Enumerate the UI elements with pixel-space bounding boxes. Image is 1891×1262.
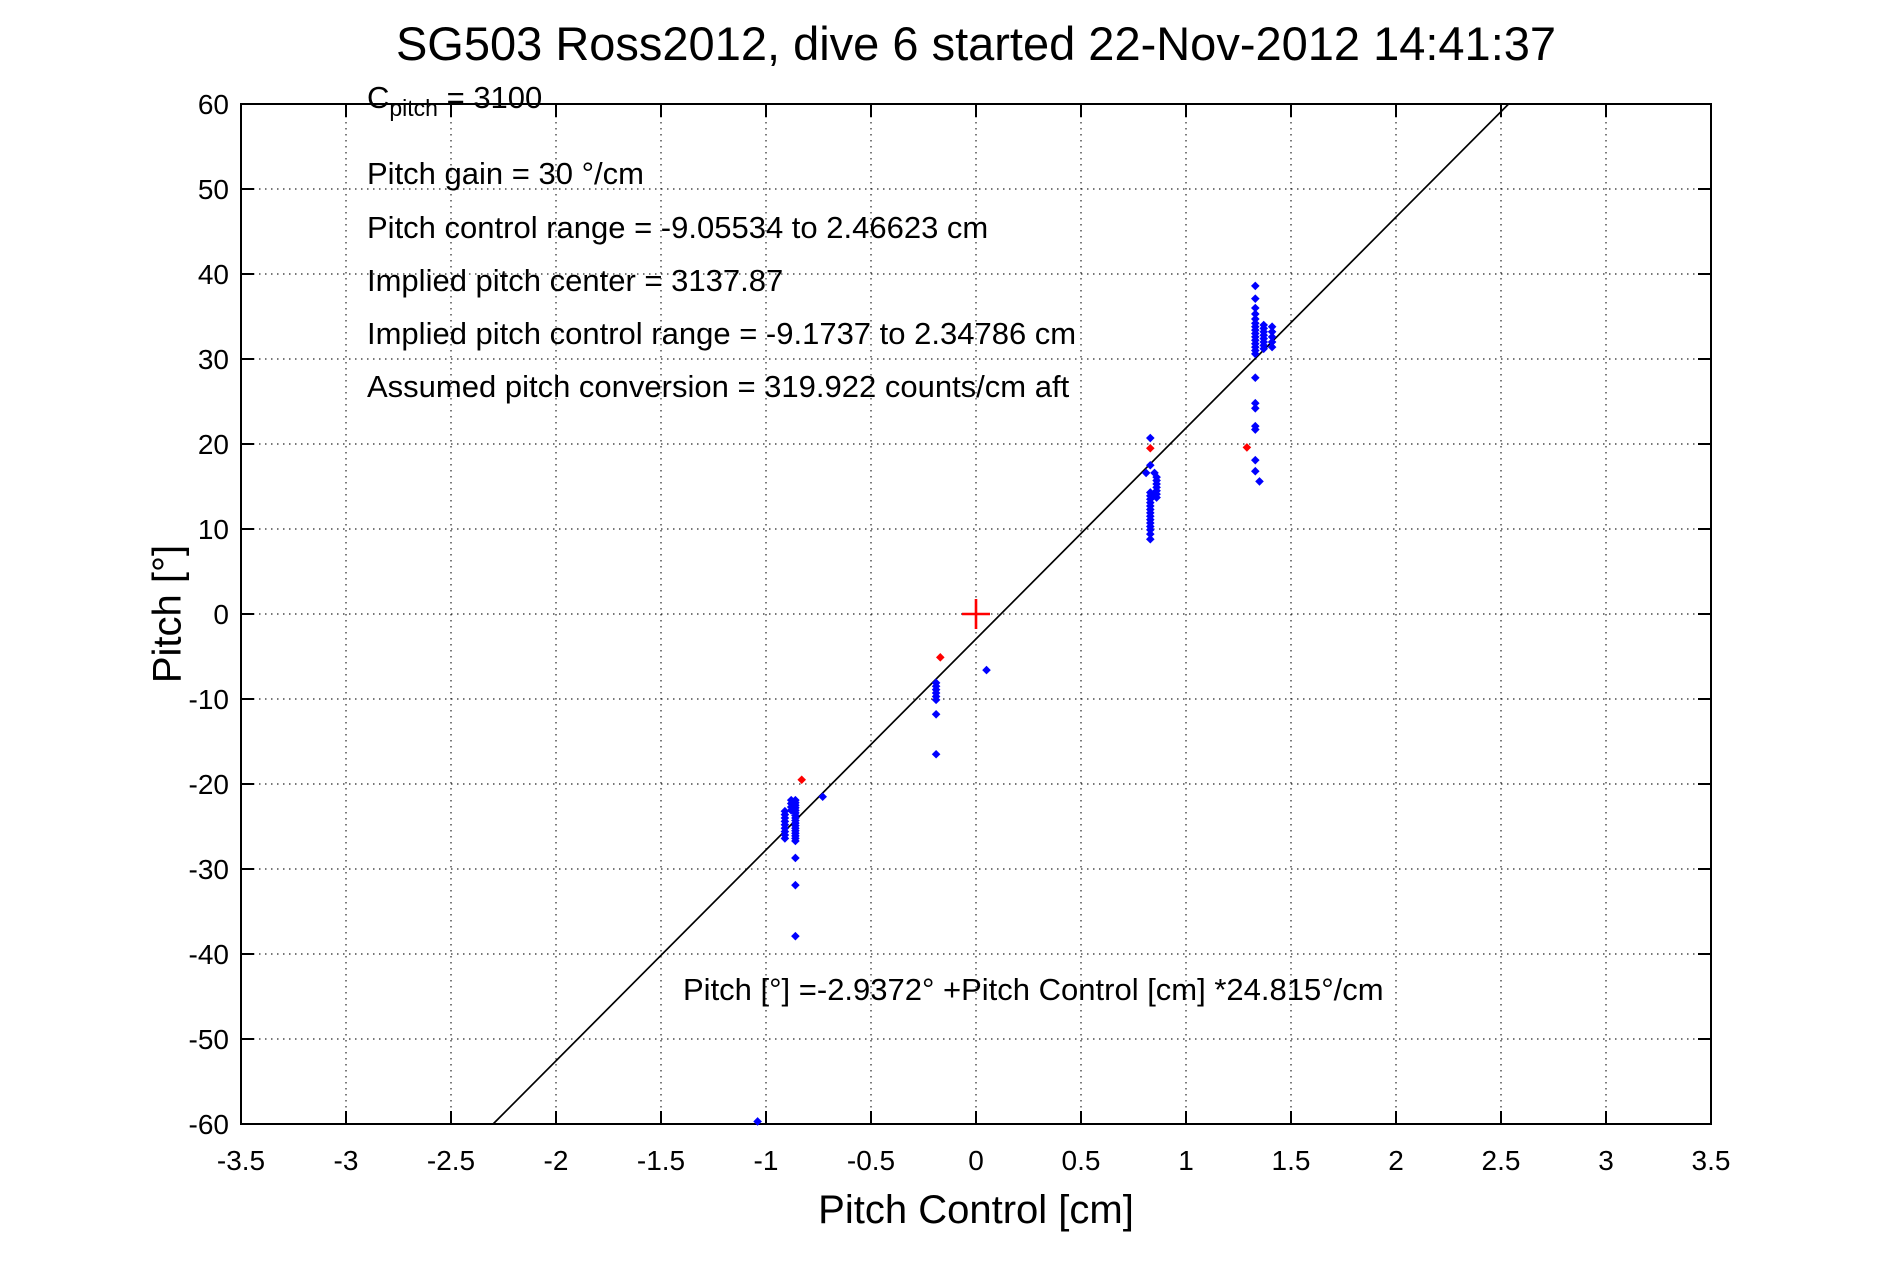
x-tick-label: -2 xyxy=(544,1145,569,1176)
cpitch-value: = 3100 xyxy=(437,80,543,115)
data-point xyxy=(1267,322,1277,331)
x-tick-label: 3 xyxy=(1598,1145,1614,1176)
data-point xyxy=(1251,398,1260,408)
data-point xyxy=(1146,488,1155,497)
data-point xyxy=(1146,443,1155,453)
data-point xyxy=(1251,281,1260,291)
x-tick-label: 3.5 xyxy=(1692,1145,1731,1176)
data-point xyxy=(1251,373,1260,382)
fit-line xyxy=(492,103,1510,1125)
data-point xyxy=(1146,534,1155,544)
x-tick-label: 1 xyxy=(1178,1145,1194,1176)
data-point xyxy=(1251,294,1260,303)
y-axis-label: Pitch [°] xyxy=(145,544,190,684)
data-point xyxy=(1242,443,1252,452)
y-tick-label: -10 xyxy=(189,684,229,715)
data-point xyxy=(1251,421,1260,431)
data-point xyxy=(791,931,800,941)
data-point xyxy=(797,775,806,785)
x-tick-label: -1 xyxy=(754,1145,779,1176)
data-point xyxy=(1267,332,1277,342)
data-point xyxy=(1267,327,1277,337)
y-tick-label: 30 xyxy=(198,344,229,375)
data-point xyxy=(1251,466,1260,476)
x-tick-label: -1.5 xyxy=(637,1145,685,1176)
data-point xyxy=(1251,404,1260,413)
data-point xyxy=(1146,460,1155,470)
data-point xyxy=(1267,337,1277,347)
data-point xyxy=(1146,433,1155,443)
data-point xyxy=(791,853,800,863)
y-tick-label: -60 xyxy=(189,1109,229,1140)
cpitch-subscript: pitch xyxy=(389,95,438,121)
data-point xyxy=(791,880,800,890)
y-tick-label: -20 xyxy=(189,769,229,800)
data-point xyxy=(931,749,941,759)
data-point xyxy=(780,834,790,843)
annotation-implied-pitch-control-range: Implied pitch control range = -9.1737 to… xyxy=(367,316,1077,351)
y-tick-label: 0 xyxy=(213,599,229,630)
annotation-pitch-control-range: Pitch control range = -9.05534 to 2.4662… xyxy=(367,210,989,245)
data-point xyxy=(1251,309,1260,319)
fit-equation-label: Pitch [°] =-2.9372° +Pitch Control [cm] … xyxy=(683,972,1384,1007)
annotation-implied-pitch-center: Implied pitch center = 3137.87 xyxy=(367,263,784,298)
data-point xyxy=(753,1117,762,1126)
data-point xyxy=(818,792,827,802)
y-tick-label: -30 xyxy=(189,854,229,885)
cpitch-base: C xyxy=(367,80,390,115)
data-point xyxy=(1251,314,1260,324)
data-point xyxy=(931,710,941,719)
data-point xyxy=(1251,455,1260,465)
annotation-assumed-pitch-conversion: Assumed pitch conversion = 319.922 count… xyxy=(367,369,1070,404)
y-tick-label: -50 xyxy=(189,1024,229,1055)
x-tick-label: 0 xyxy=(968,1145,984,1176)
y-tick-label: 60 xyxy=(198,89,229,120)
data-point xyxy=(1141,468,1151,478)
x-tick-label: -3.5 xyxy=(217,1145,265,1176)
x-tick-label: 2.5 xyxy=(1482,1145,1521,1176)
x-tick-label: -3 xyxy=(334,1145,359,1176)
y-tick-label: 40 xyxy=(198,259,229,290)
x-axis-label: Pitch Control [cm] xyxy=(818,1188,1134,1232)
data-point xyxy=(1255,477,1264,486)
data-point xyxy=(1251,303,1260,313)
y-tick-label: 20 xyxy=(198,429,229,460)
y-tick-label: 50 xyxy=(198,174,229,205)
data-point xyxy=(936,653,945,662)
x-tick-label: 0.5 xyxy=(1062,1145,1101,1176)
data-point xyxy=(982,665,991,675)
y-tick-label: 10 xyxy=(198,514,229,545)
annotation-pitch-gain: Pitch gain = 30 °/cm xyxy=(367,156,644,191)
x-tick-label: 1.5 xyxy=(1272,1145,1311,1176)
data-point xyxy=(1267,342,1277,352)
y-tick-label: -40 xyxy=(189,939,229,970)
origin-cross xyxy=(962,599,990,629)
x-tick-label: -2.5 xyxy=(427,1145,475,1176)
annotation-cpitch: Cpitch = 3100 xyxy=(367,80,542,122)
x-tick-label: -0.5 xyxy=(847,1145,895,1176)
chart-title: SG503 Ross2012, dive 6 started 22-Nov-20… xyxy=(395,17,1557,70)
x-tick-label: 2 xyxy=(1388,1145,1404,1176)
data-point xyxy=(786,806,796,815)
data-point xyxy=(1150,468,1159,478)
data-point xyxy=(931,678,941,688)
data-point xyxy=(1259,320,1268,330)
